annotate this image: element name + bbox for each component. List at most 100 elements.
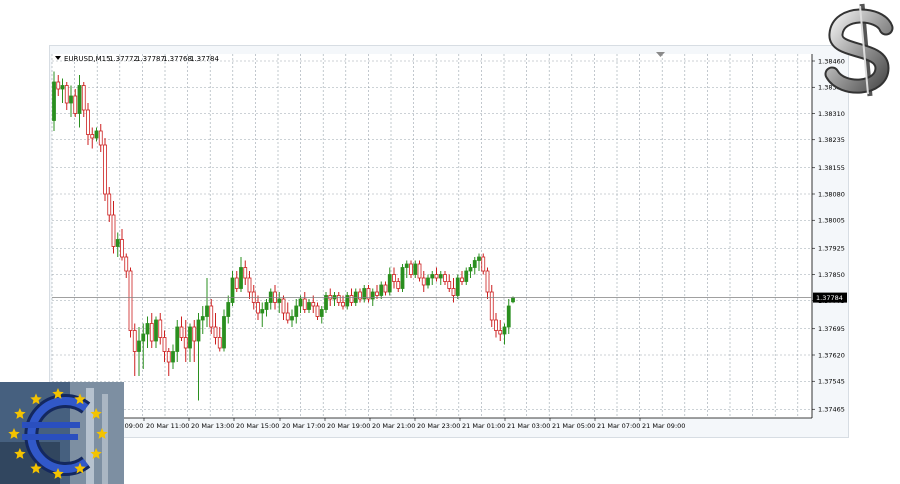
candle-bear	[98, 130, 103, 146]
candle-bull	[455, 277, 460, 296]
candle-bull	[294, 305, 299, 317]
candle-bear	[336, 295, 341, 303]
candle-bear	[285, 312, 290, 321]
time-tick-label: 20 Mar 19:00	[327, 422, 370, 430]
candle-bear	[124, 256, 129, 272]
candle-bull	[511, 297, 515, 303]
candle-bear	[81, 85, 86, 111]
euro-star-icon	[30, 462, 42, 474]
candle-bull	[115, 239, 120, 247]
candle-bull	[430, 274, 435, 279]
candle-bear	[120, 239, 124, 258]
candle-bull	[298, 298, 303, 307]
candle-bull	[464, 270, 469, 282]
candle-bear	[247, 277, 252, 293]
euro-star-icon	[90, 448, 102, 459]
price-tick-label: 1.37925	[818, 245, 845, 253]
time-tick-label: 21 Mar 05:00	[552, 422, 595, 430]
price-tick-label: 1.37620	[818, 351, 845, 359]
candle-bear	[86, 109, 90, 135]
candle-bull	[52, 81, 56, 121]
candle-bear	[409, 263, 413, 275]
candle-bear	[149, 323, 154, 342]
time-tick-label: 20 Mar 17:00	[282, 422, 325, 430]
candle-bull	[154, 319, 158, 342]
euro-star-icon	[74, 393, 86, 405]
candle-bull	[477, 256, 481, 261]
time-tick-label: 20 Mar 13:00	[191, 422, 234, 430]
candle-bear	[213, 326, 218, 338]
candle-bull	[137, 340, 141, 352]
price-tick-label: 1.38310	[818, 110, 845, 118]
candle-bear	[451, 288, 456, 296]
euro-star-icon	[14, 408, 26, 419]
candle-bear	[358, 291, 362, 300]
plot-area	[52, 54, 812, 418]
candle-bull	[222, 316, 226, 349]
candle-bear	[103, 144, 107, 195]
candle-bull	[307, 302, 311, 310]
candle-bull	[200, 316, 205, 321]
time-tick-label: 20 Mar 11:00	[146, 422, 189, 430]
time-tick-label: 21 Mar 07:00	[597, 422, 640, 430]
price-tick-label: 1.37545	[818, 378, 845, 386]
euro-star-icon	[14, 448, 26, 459]
euro-star-icon	[90, 408, 102, 419]
candle-bear	[494, 319, 498, 331]
candle-bull	[502, 326, 507, 335]
candle-bull	[69, 95, 73, 104]
candle-bull	[400, 267, 405, 289]
candle-bear	[281, 298, 286, 314]
candle-bear	[485, 270, 490, 293]
candle-bear	[392, 274, 396, 282]
candle-bull	[370, 291, 375, 300]
euro-star-icon	[52, 468, 64, 479]
candle-bear	[417, 263, 422, 279]
candle-bull	[426, 277, 430, 286]
candle-bear	[209, 305, 214, 328]
candle-bull	[413, 263, 418, 275]
candle-bear	[128, 270, 133, 331]
euro-star-icon	[96, 428, 108, 439]
current-price-label: 1.37784	[816, 294, 843, 302]
candle-bear	[132, 330, 137, 352]
candle-bear	[73, 95, 78, 114]
price-tick-label: 1.38235	[818, 136, 845, 144]
ohlc-close: 1.37784	[190, 55, 219, 63]
candle-bull	[324, 295, 328, 310]
candle-bear	[256, 302, 260, 314]
candle-bull	[345, 295, 350, 307]
candle-bull	[438, 274, 443, 279]
candle-bear	[64, 85, 69, 104]
candle-bull	[404, 263, 409, 268]
candle-bear	[498, 330, 503, 335]
ohlc-low: 1.37768	[163, 55, 192, 63]
scroll-marker-icon	[656, 52, 665, 57]
candle-bear	[183, 337, 188, 349]
candle-bull	[141, 333, 146, 342]
candle-bull	[171, 351, 175, 363]
euro-star-icon	[30, 393, 42, 405]
symbol-label: EURUSD,M15	[64, 55, 111, 63]
chart-window[interactable]: 1.38460 1.38385 1.38310 1.38235 1.38155 1.380…	[49, 45, 849, 438]
candle-bear	[383, 284, 388, 293]
candle-bear	[443, 274, 447, 282]
candle-bear	[341, 302, 345, 307]
time-tick-label: 21 Mar 03:00	[507, 422, 550, 430]
candle-bull	[362, 288, 367, 300]
candle-bear	[217, 337, 222, 349]
time-tick-label: 20 Mar 23:00	[417, 422, 460, 430]
candle-bear	[315, 305, 320, 317]
candle-bull	[387, 274, 392, 293]
time-tick-label: 20 Mar 15:00	[236, 422, 279, 430]
candlestick-chart[interactable]: 1.38460 1.38385 1.38310 1.38235 1.38155 1.380…	[50, 46, 850, 439]
candle-bear	[90, 134, 95, 139]
chart-header: EURUSD,M15 1.37772 1.37787 1.37768 1.377…	[55, 52, 665, 63]
candle-bear	[311, 302, 316, 307]
price-tick-label: 1.38385	[818, 84, 845, 92]
candle-bear	[421, 277, 426, 286]
grid	[51, 54, 812, 418]
candle-bear	[447, 281, 452, 289]
chevron-down-icon[interactable]	[55, 56, 61, 60]
